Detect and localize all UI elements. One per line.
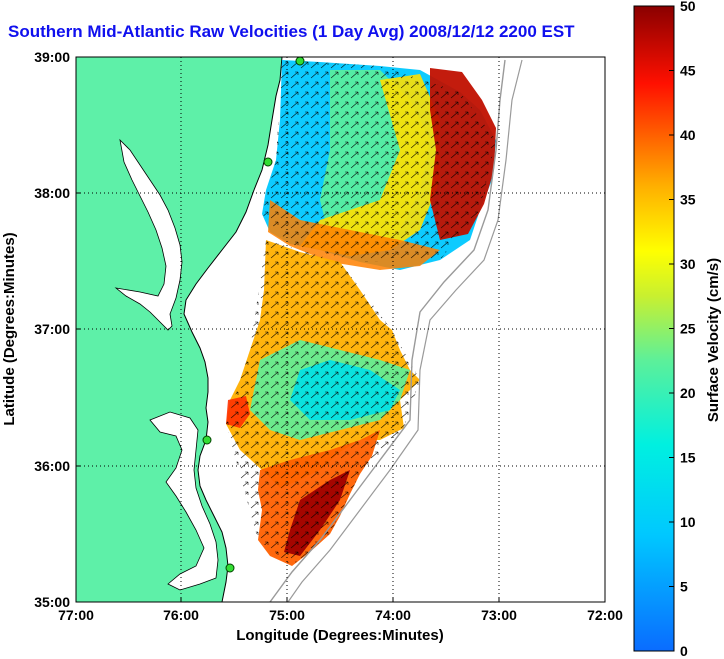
pamlico-sound [149,411,219,591]
colorbar-tick-label: 45 [680,63,696,79]
colorbar-tick-label: 5 [680,579,688,595]
colorbar-tick-label: 15 [680,450,696,466]
colorbar [633,5,675,652]
colorbar-tick-label: 30 [680,256,696,272]
y-axis-label: Latitude (Degrees:Minutes) [1,232,18,425]
x-tick-label: 72:00 [587,607,623,623]
x-tick-label: 76:00 [163,607,199,623]
colorbar-tick-label: 0 [680,643,688,659]
y-tick-label: 35:00 [34,594,70,610]
x-tick-label: 73:00 [481,607,517,623]
tick-marks [75,56,606,603]
velocity-arrows-south [226,240,420,566]
y-tick-label: 36:00 [34,458,70,474]
colorbar-tick-label: 10 [680,514,696,530]
colorbar-ticks [669,5,674,652]
colorbar-tick-label: 40 [680,127,696,143]
y-tick-label: 37:00 [34,321,70,337]
station-hatteras [225,563,235,573]
isobath-contour [269,59,506,602]
velocity-arrows-north [262,60,496,262]
colorbar-tick-label: 25 [680,321,696,337]
isobath-contour-outer [287,59,523,602]
map-title: Southern Mid-Atlantic Raw Velocities (1 … [8,22,575,41]
station-mid [263,157,273,167]
colorbar-tick-label: 20 [680,385,696,401]
x-tick-label: 75:00 [269,607,305,623]
y-tick-label: 39:00 [34,49,70,65]
x-axis-label: Longitude (Degrees:Minutes) [236,627,444,644]
colorbar-tick-label: 50 [680,0,696,14]
x-tick-label: 74:00 [375,607,411,623]
colorbar-tick-label: 35 [680,192,696,208]
map-grid [76,57,605,602]
colorbar-label: Surface Velocity (cm/s) [705,258,722,422]
y-tick-label: 38:00 [34,185,70,201]
chesapeake-bay [114,138,183,331]
x-tick-label: 77:00 [58,607,94,623]
station-south [202,435,212,445]
station-north [295,57,305,66]
